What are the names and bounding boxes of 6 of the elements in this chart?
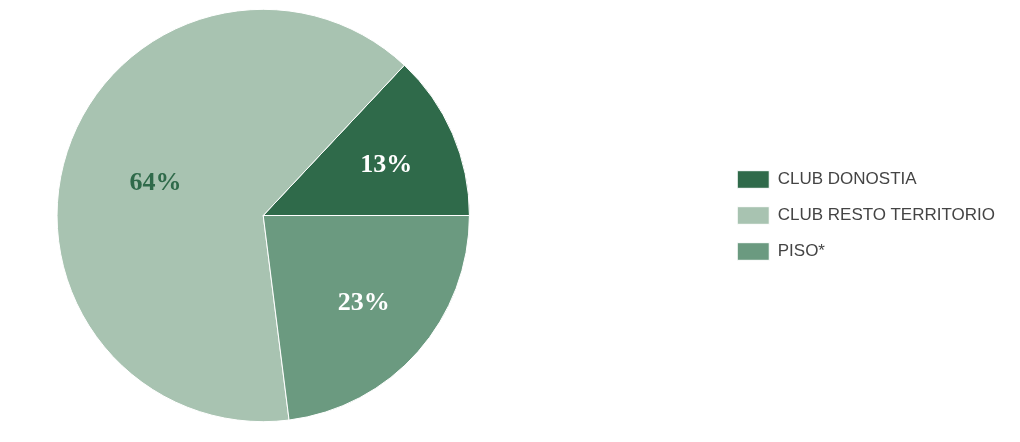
legend-label: PISO* xyxy=(777,241,825,261)
legend-label: CLUB RESTO TERRITORIO xyxy=(777,205,995,225)
data-label: 13% xyxy=(360,149,413,179)
data-label: 23% xyxy=(337,286,390,316)
legend-label: CLUB DONOSTIA xyxy=(777,169,917,189)
data-label: 64% xyxy=(129,167,182,197)
